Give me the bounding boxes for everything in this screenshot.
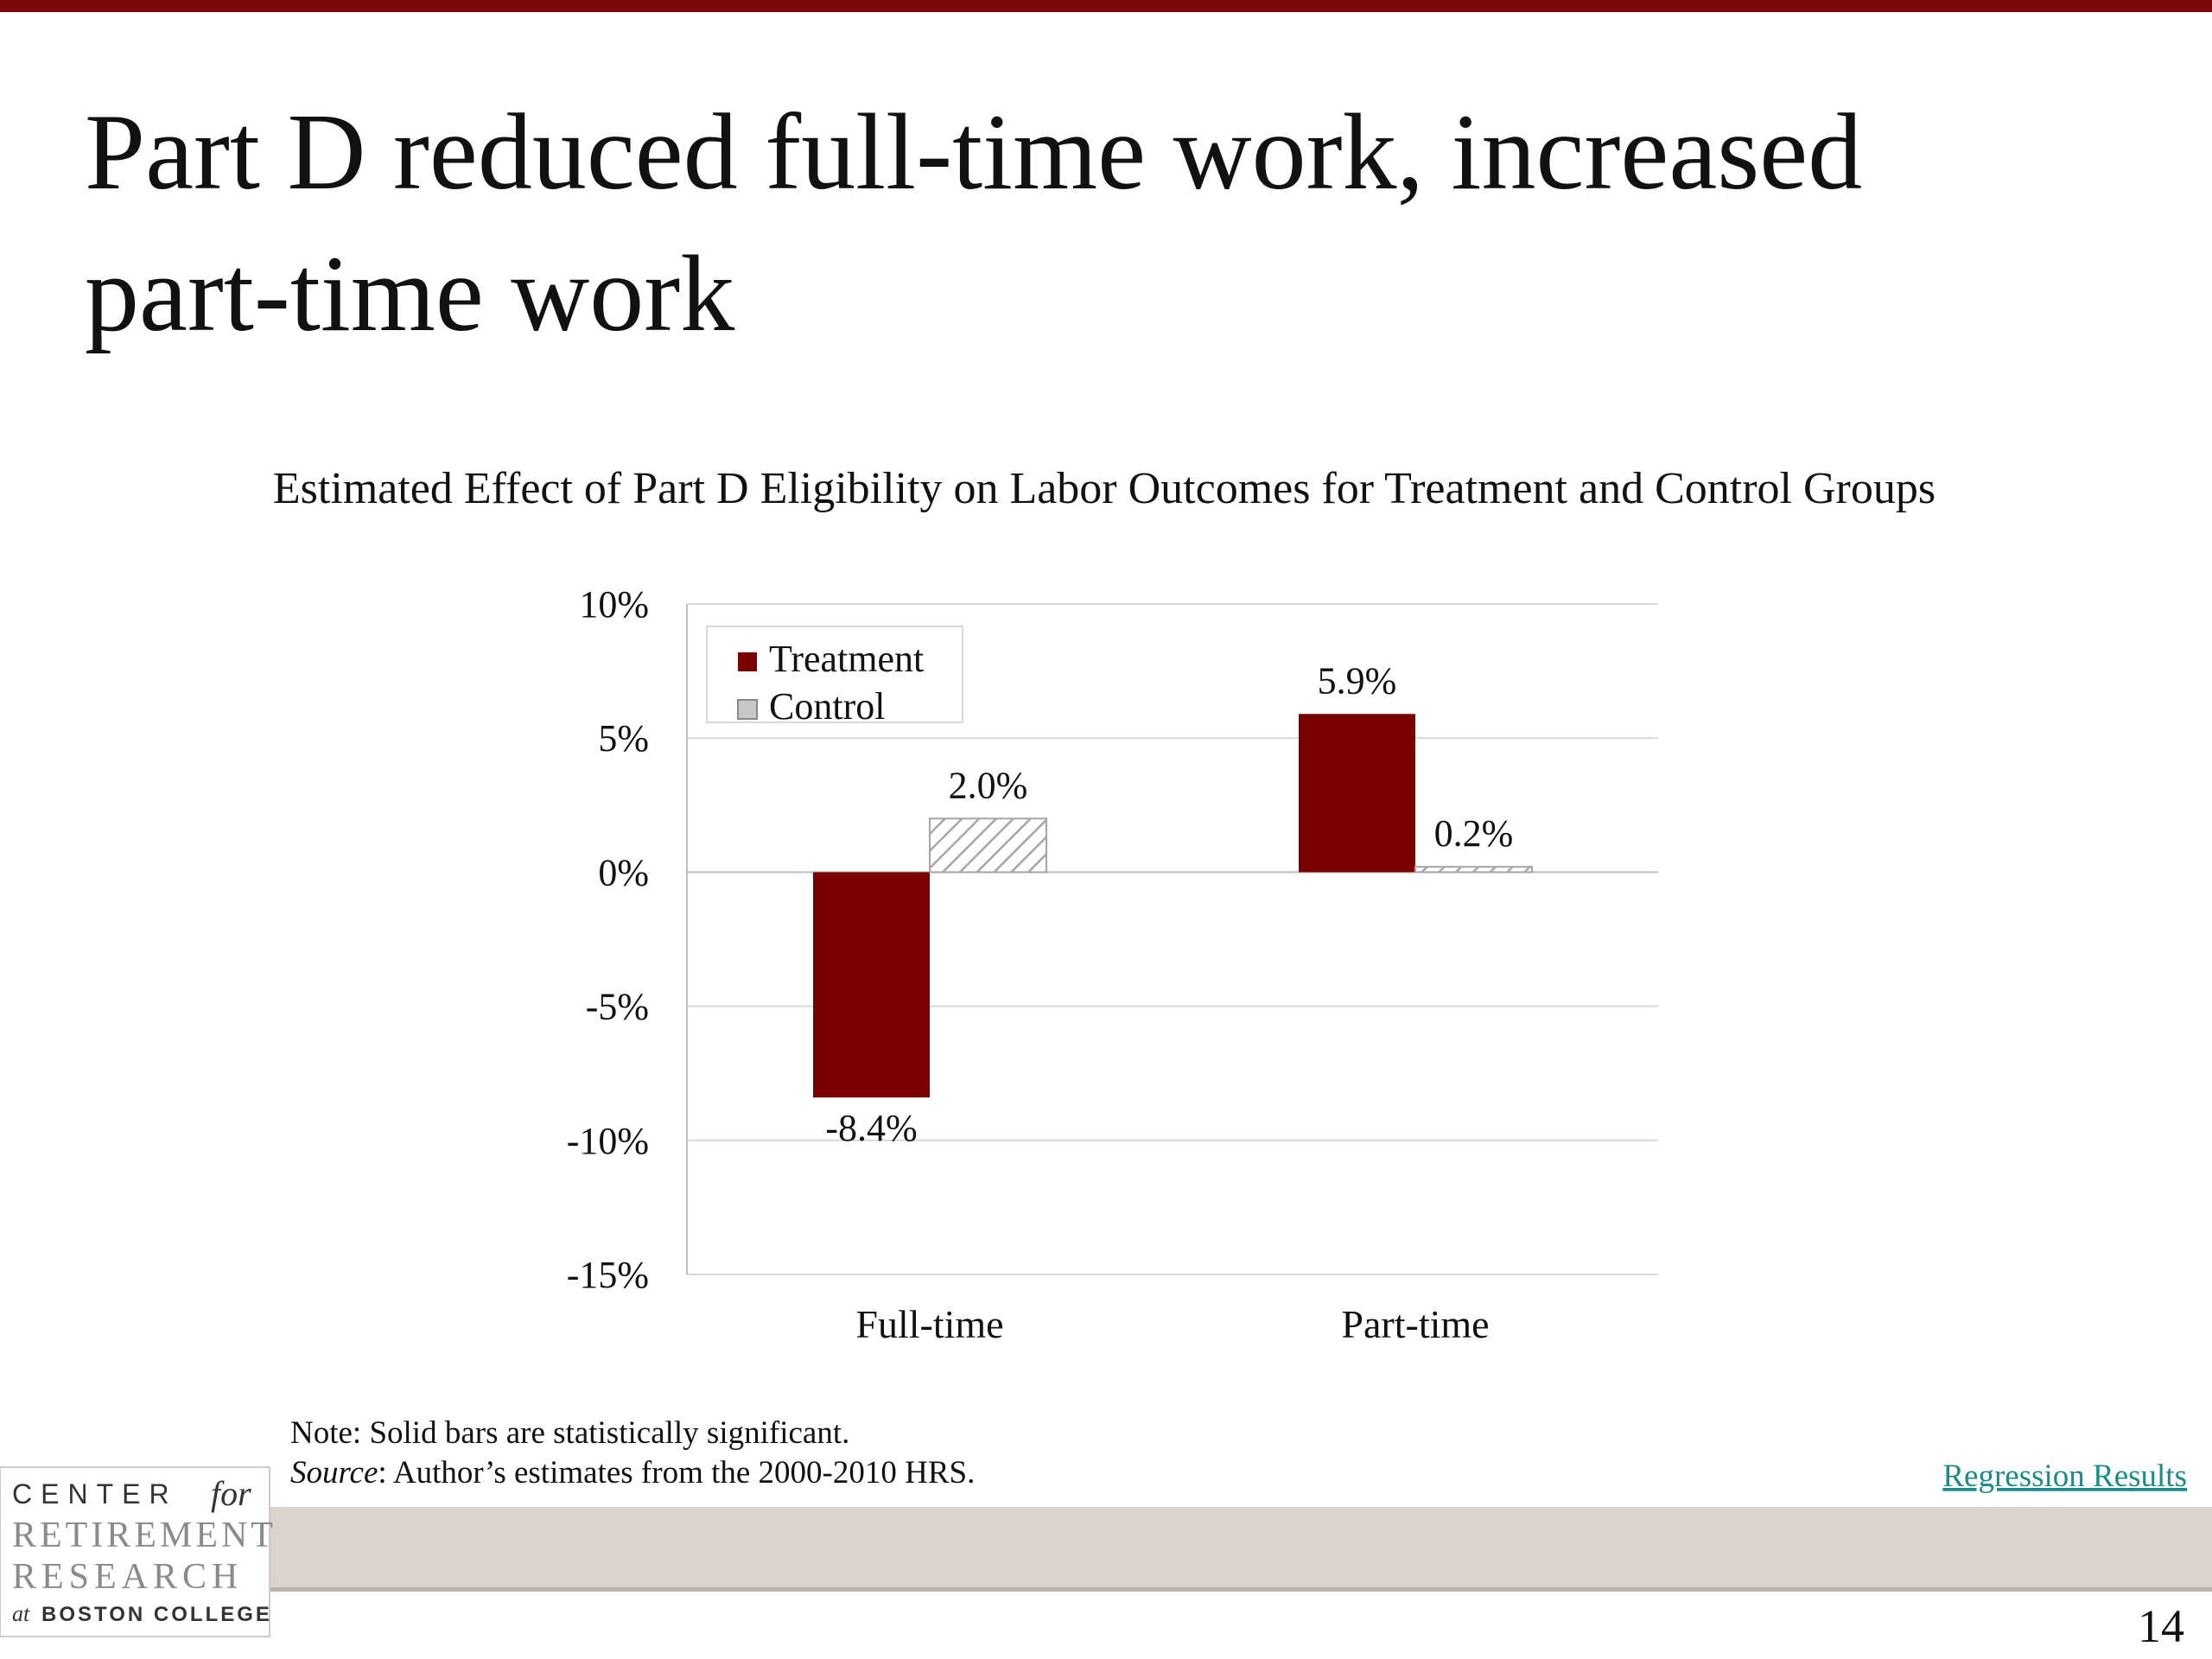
page-number: 14 (2138, 1600, 2184, 1652)
logo-text: RESEARCH (12, 1557, 243, 1597)
bar (1414, 866, 1533, 874)
y-tick-label: -15% (567, 1254, 649, 1296)
logo-text: at (12, 1601, 30, 1626)
source: Source: Author’s estimates from the 2000… (290, 1455, 975, 1491)
note: Note: Solid bars are statistically signi… (290, 1415, 849, 1451)
y-tick-label: -5% (586, 986, 649, 1028)
footer-line (0, 1587, 2212, 1592)
source-text: : Author’s estimates from the 2000-2010 … (378, 1455, 975, 1491)
y-tick-label: 10% (579, 583, 649, 626)
y-tick-label: -10% (567, 1120, 649, 1162)
logo-text: for (211, 1474, 251, 1513)
bar (1299, 714, 1415, 873)
footer-band (0, 1507, 2212, 1587)
logo-text: BOSTON COLLEGE (41, 1603, 272, 1626)
bar (929, 817, 1047, 874)
logo: CENTER for RETIREMENT RESEARCH at BOSTON… (0, 1466, 276, 1637)
logo-box (0, 1466, 270, 1637)
x-tick-label: Part-time (1341, 1302, 1489, 1346)
top-bar (0, 0, 2212, 12)
slide-title: Part D reduced full-time work, increased (85, 92, 1862, 213)
y-tick-label: 5% (598, 717, 649, 760)
source-label: Source (290, 1455, 378, 1491)
chart-title: Estimated Effect of Part D Eligibility o… (273, 464, 1936, 513)
x-tick-label: Full-time (855, 1302, 1003, 1346)
bar (813, 872, 930, 1098)
logo-text: RETIREMENT (12, 1516, 276, 1555)
value-label: -8.4% (825, 1107, 917, 1149)
y-tick-label: 0% (598, 851, 649, 893)
logo-text: CENTER (12, 1478, 178, 1510)
legend-label: Treatment (769, 638, 924, 680)
value-label: 5.9% (1318, 659, 1397, 702)
slide-title: part-time work (85, 234, 734, 354)
legend-swatch (737, 699, 758, 720)
legend-swatch (738, 652, 757, 671)
legend-label: Control (769, 685, 885, 728)
value-label: 0.2% (1434, 812, 1514, 855)
regression-link[interactable]: Regression Results (1942, 1459, 2187, 1494)
value-label: 2.0% (949, 764, 1028, 806)
